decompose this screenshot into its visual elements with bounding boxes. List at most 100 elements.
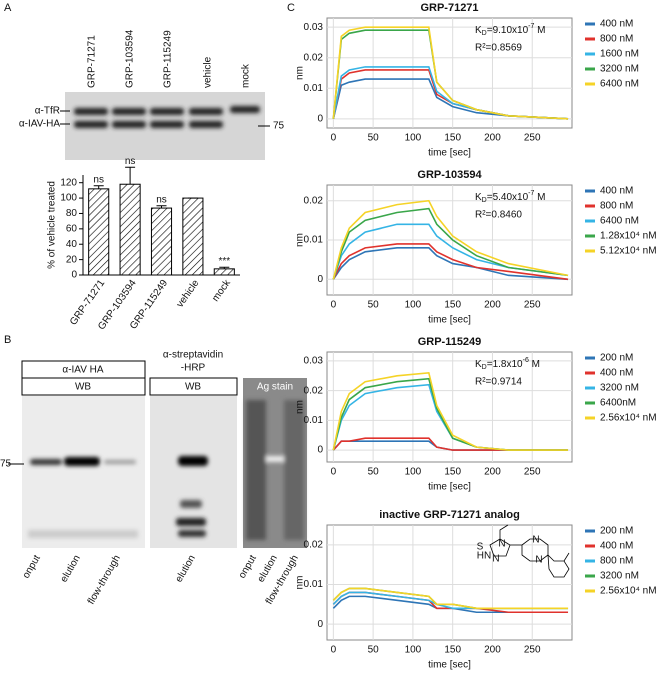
legend-label: 2.56x10⁴ nM	[600, 413, 657, 424]
kd-annotation: KD=9.10x10-7 M	[475, 23, 546, 37]
series-line	[332, 26, 569, 120]
legend-label: 6400 nM	[600, 79, 639, 90]
blot-title: α-streptavidin	[163, 350, 223, 361]
legend-label: 400 nM	[600, 19, 633, 30]
x-tick-label: vehicle	[175, 278, 202, 310]
blot-method: WB	[75, 382, 91, 393]
r2-annotation: R²=0.8460	[475, 210, 522, 221]
y-tick-label: 80	[66, 208, 78, 219]
kd-part: -6	[523, 357, 529, 364]
y-tick-label: 120	[60, 177, 77, 188]
y-tick-label: 0	[317, 445, 323, 456]
r2-annotation: R²=0.9714	[475, 377, 522, 388]
legend-label: 6400nM	[600, 398, 636, 409]
legend-label: 6400 nM	[600, 216, 639, 227]
band-label: α-IAV-HA	[19, 119, 60, 130]
kd-part: K	[475, 359, 482, 370]
legend-label: 5.12x10⁴ nM	[600, 246, 657, 257]
r2-annotation: R²=0.8569	[475, 43, 522, 54]
kd-part: M	[534, 25, 545, 36]
y-tick-label: 20	[66, 254, 78, 265]
kd-part: K	[475, 192, 482, 203]
x-tick-label: 200	[484, 467, 501, 478]
atom-label: N	[498, 539, 505, 550]
blot-title: -HRP	[181, 363, 206, 374]
lane-label: GRP-115249	[163, 30, 174, 88]
plot-area	[326, 17, 573, 129]
significance-label: ns	[93, 174, 104, 185]
kd-part: D	[482, 364, 487, 371]
x-tick-label: 150	[444, 133, 461, 144]
x-axis-label: time [sec]	[428, 660, 471, 671]
legend-label: 3200 nM	[600, 571, 639, 582]
significance-label: ns	[125, 156, 136, 167]
x-tick-label: 0	[331, 300, 337, 311]
kd-part: K	[475, 25, 482, 36]
x-tick-label: 200	[484, 300, 501, 311]
error-bar	[125, 166, 136, 185]
legend-label: 400 nM	[600, 541, 633, 552]
x-tick-label: 50	[368, 645, 380, 656]
y-axis-label: % of vehicle treated	[47, 181, 58, 269]
legend-label: 800 nM	[600, 34, 633, 45]
kd-annotation: KD=5.40x10-7 M	[475, 190, 546, 204]
legend-label: 1600 nM	[600, 49, 639, 60]
series-line	[332, 199, 569, 280]
legend-label: 3200 nM	[600, 383, 639, 394]
significance-label: ns	[156, 194, 167, 205]
x-tick-label: 250	[524, 300, 541, 311]
atom-label: N	[492, 554, 499, 565]
kd-part: M	[534, 192, 545, 203]
significance-label: ***	[218, 256, 230, 267]
y-tick-label: 60	[66, 223, 78, 234]
y-tick-label: 0.02	[304, 195, 324, 206]
marker-label: 75	[273, 121, 285, 132]
series-line	[332, 243, 569, 281]
bar	[182, 197, 204, 276]
lane-label: mock	[241, 63, 252, 88]
kd-part: =1.8x10	[487, 359, 523, 370]
lane-label: elution	[174, 553, 198, 584]
x-tick-label: 150	[444, 645, 461, 656]
kd-part: -7	[528, 23, 534, 30]
kd-part: =5.40x10	[487, 192, 529, 203]
kd-annotation: KD=1.8x10-6 M	[475, 357, 540, 371]
lane-label: flow-through	[86, 553, 123, 606]
panel-label: A	[4, 2, 12, 14]
y-tick-label: 0	[317, 113, 323, 124]
y-tick-label: 0.01	[304, 83, 324, 94]
series-line	[332, 223, 569, 280]
kd-part: D	[482, 197, 487, 204]
series-line	[332, 595, 569, 614]
series-line	[332, 247, 569, 281]
x-tick-label: 100	[405, 300, 422, 311]
blot-a: α-TfR α-IAV-HA 75 GRP-71271 GRP-103594 G…	[19, 29, 285, 160]
bar	[213, 268, 235, 276]
y-tick-label: 100	[60, 193, 77, 204]
series-line	[332, 437, 569, 451]
kd-part: D	[482, 30, 487, 37]
x-tick-label: 50	[368, 300, 380, 311]
y-tick-label: 0	[317, 619, 323, 630]
legend-label: 200 nM	[600, 353, 633, 364]
blot-method: WB	[185, 382, 201, 393]
series-line	[332, 371, 569, 451]
y-tick-label: 0.02	[304, 385, 324, 396]
legend-label: 2.56x10⁴ nM	[600, 586, 657, 597]
x-tick-label: 0	[331, 645, 337, 656]
plot-area	[326, 524, 573, 641]
blot-b: α-IAV HA WB α-streptavidin -HRP WB Ag st…	[0, 350, 307, 606]
blot-title: Ag stain	[257, 382, 293, 393]
bar	[150, 207, 173, 276]
lane-label: onput	[21, 553, 43, 580]
legend-label: 400 nM	[600, 368, 633, 379]
x-tick-label: 150	[444, 467, 461, 478]
error-bar	[93, 185, 104, 189]
kd-part: =9.10x10	[487, 25, 529, 36]
kd-part: -7	[528, 190, 534, 197]
x-tick-label: 50	[368, 133, 380, 144]
bar	[119, 183, 141, 276]
x-tick-label: 0	[331, 467, 337, 478]
series-line	[332, 78, 569, 120]
